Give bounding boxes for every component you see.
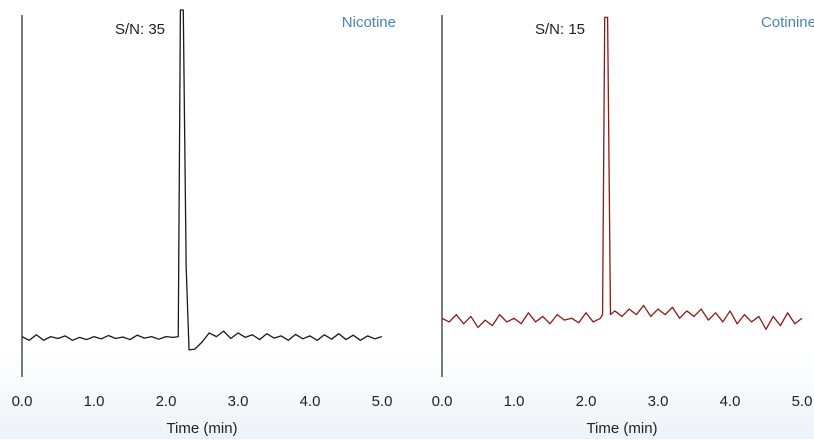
annotation: S/N: 15 bbox=[535, 21, 585, 38]
chart-title: Nicotine bbox=[342, 14, 396, 31]
x-tick-label: 5.0 bbox=[372, 393, 393, 410]
chart-title: Cotinine bbox=[761, 14, 814, 31]
x-tick-label: 3.0 bbox=[648, 393, 669, 410]
trace bbox=[21, 9, 383, 351]
annotation: S/N: 35 bbox=[115, 21, 165, 38]
trace bbox=[441, 16, 803, 330]
x-tick-label: 3.0 bbox=[228, 393, 249, 410]
x-tick-label: 2.0 bbox=[156, 393, 177, 410]
x-tick-label: 0.0 bbox=[12, 393, 33, 410]
x-tick-label: 4.0 bbox=[300, 393, 321, 410]
x-tick-label: 1.0 bbox=[504, 393, 525, 410]
x-axis-label: Time (min) bbox=[586, 420, 657, 437]
x-tick-label: 5.0 bbox=[792, 393, 813, 410]
x-tick-label: 0.0 bbox=[432, 393, 453, 410]
x-axis-label: Time (min) bbox=[166, 420, 237, 437]
x-tick-label: 1.0 bbox=[84, 393, 105, 410]
x-tick-label: 4.0 bbox=[720, 393, 741, 410]
x-tick-label: 2.0 bbox=[576, 393, 597, 410]
